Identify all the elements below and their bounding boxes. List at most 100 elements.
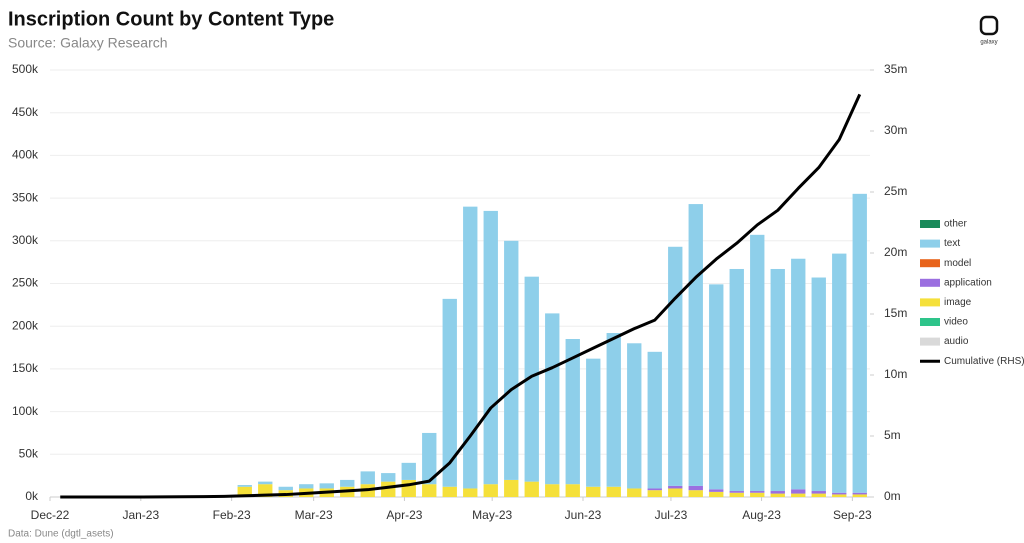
legend-label: model [944,258,971,269]
y-tick-label: 200k [12,318,39,332]
bar-segment [340,479,355,487]
bar-segment [750,492,765,497]
y-tick-label: 350k [12,190,39,204]
legend-swatch [920,298,940,307]
bar-segment [401,462,416,480]
legend-label: text [944,238,960,249]
y2-tick-label: 10m [884,367,907,381]
bar-segment [504,479,519,497]
legend-label: Cumulative (RHS) [944,356,1024,367]
bar-segment [832,492,847,495]
logo-text: galaxy [980,40,997,46]
bar-segment [729,268,744,492]
bar-segment [442,486,457,497]
bar-segment [852,494,867,497]
bar-segment [442,298,457,487]
legend-label: video [944,317,968,328]
bar-segment [422,484,437,497]
bar-segment [299,484,314,489]
y-tick-label: 50k [19,446,39,460]
logo: galaxy [979,15,999,46]
bar-segment [668,488,683,497]
y2-tick-label: 5m [884,428,901,442]
legend-label: other [944,219,967,230]
bar-segment [770,493,785,497]
x-tick-label: Sep-23 [833,508,872,522]
footer-note: Data: Dune (dgtl_asets) [8,529,114,540]
bar-segment [791,493,806,497]
bar-segment [360,471,375,485]
bar-segment [791,489,806,494]
legend-swatch [920,318,940,326]
legend-swatch [920,220,940,228]
y2-tick-label: 25m [884,184,907,198]
y2-tick-label: 15m [884,306,907,320]
bar-segment [852,193,867,493]
chart-title: Inscription Count by Content Type [8,8,334,30]
legend-swatch [920,337,940,346]
legend-label: audio [944,336,969,347]
y2-tick-label: 0m [884,489,901,503]
bar-segment [811,491,826,494]
bar-segment [545,484,560,497]
bar-segment [770,268,785,492]
y-tick-label: 250k [12,276,39,290]
legend-swatch [920,239,940,248]
bar-segment [463,488,478,497]
bar-segment [647,490,662,497]
bar-segment [750,491,765,493]
y-tick-label: 300k [12,233,39,247]
x-tick-label: May-23 [472,508,512,522]
chart-subtitle: Source: Galaxy Research [8,35,168,51]
bar-segment [545,313,560,485]
bar-segment [565,339,580,485]
x-tick-label: Aug-23 [742,508,781,522]
y2-tick-label: 35m [884,62,907,76]
bar-segment [606,486,621,497]
cumulative-line [60,93,862,499]
bar-segment [811,277,826,492]
bar-segment [627,488,642,497]
y2-tick-label: 20m [884,245,907,259]
bar-segment [278,486,293,491]
y-tick-label: 100k [12,404,39,418]
bar-segment [729,492,744,497]
bar-segment [852,492,867,495]
bar-segment [709,284,724,490]
y-tick-label: 0k [25,489,39,503]
bar-segment [524,481,539,497]
bar-segment [237,486,252,497]
bar-segment [668,485,683,489]
bar-segment [709,491,724,497]
bar-segment [832,253,847,493]
y-tick-label: 400k [12,148,39,162]
x-tick-label: Jul-23 [655,508,688,522]
x-tick-label: Feb-23 [213,508,251,522]
legend-label: image [944,297,972,308]
bar-segment [422,432,437,485]
bar-segment [463,206,478,489]
bar-segment [750,234,765,492]
y2-tick-label: 30m [884,123,907,137]
bar-segment [647,488,662,491]
bar-segment [504,240,519,480]
bar-segment [770,491,785,494]
bar-segment [627,343,642,489]
bar-segment [832,494,847,497]
bar-segment [791,258,806,490]
bar-segment [586,358,601,487]
legend-swatch [920,259,940,268]
bar-segment [709,489,724,492]
bar-segment [688,485,703,491]
bar-segment [688,204,703,486]
bar-segment [483,210,498,485]
x-tick-label: Jun-23 [565,508,602,522]
bar-segment [606,333,621,487]
bar-segment [483,484,498,497]
bar-segment [668,246,683,486]
bar-segment [565,484,580,497]
bar-segment [381,473,396,482]
y-tick-label: 450k [12,105,39,119]
x-tick-label: Apr-23 [386,508,422,522]
